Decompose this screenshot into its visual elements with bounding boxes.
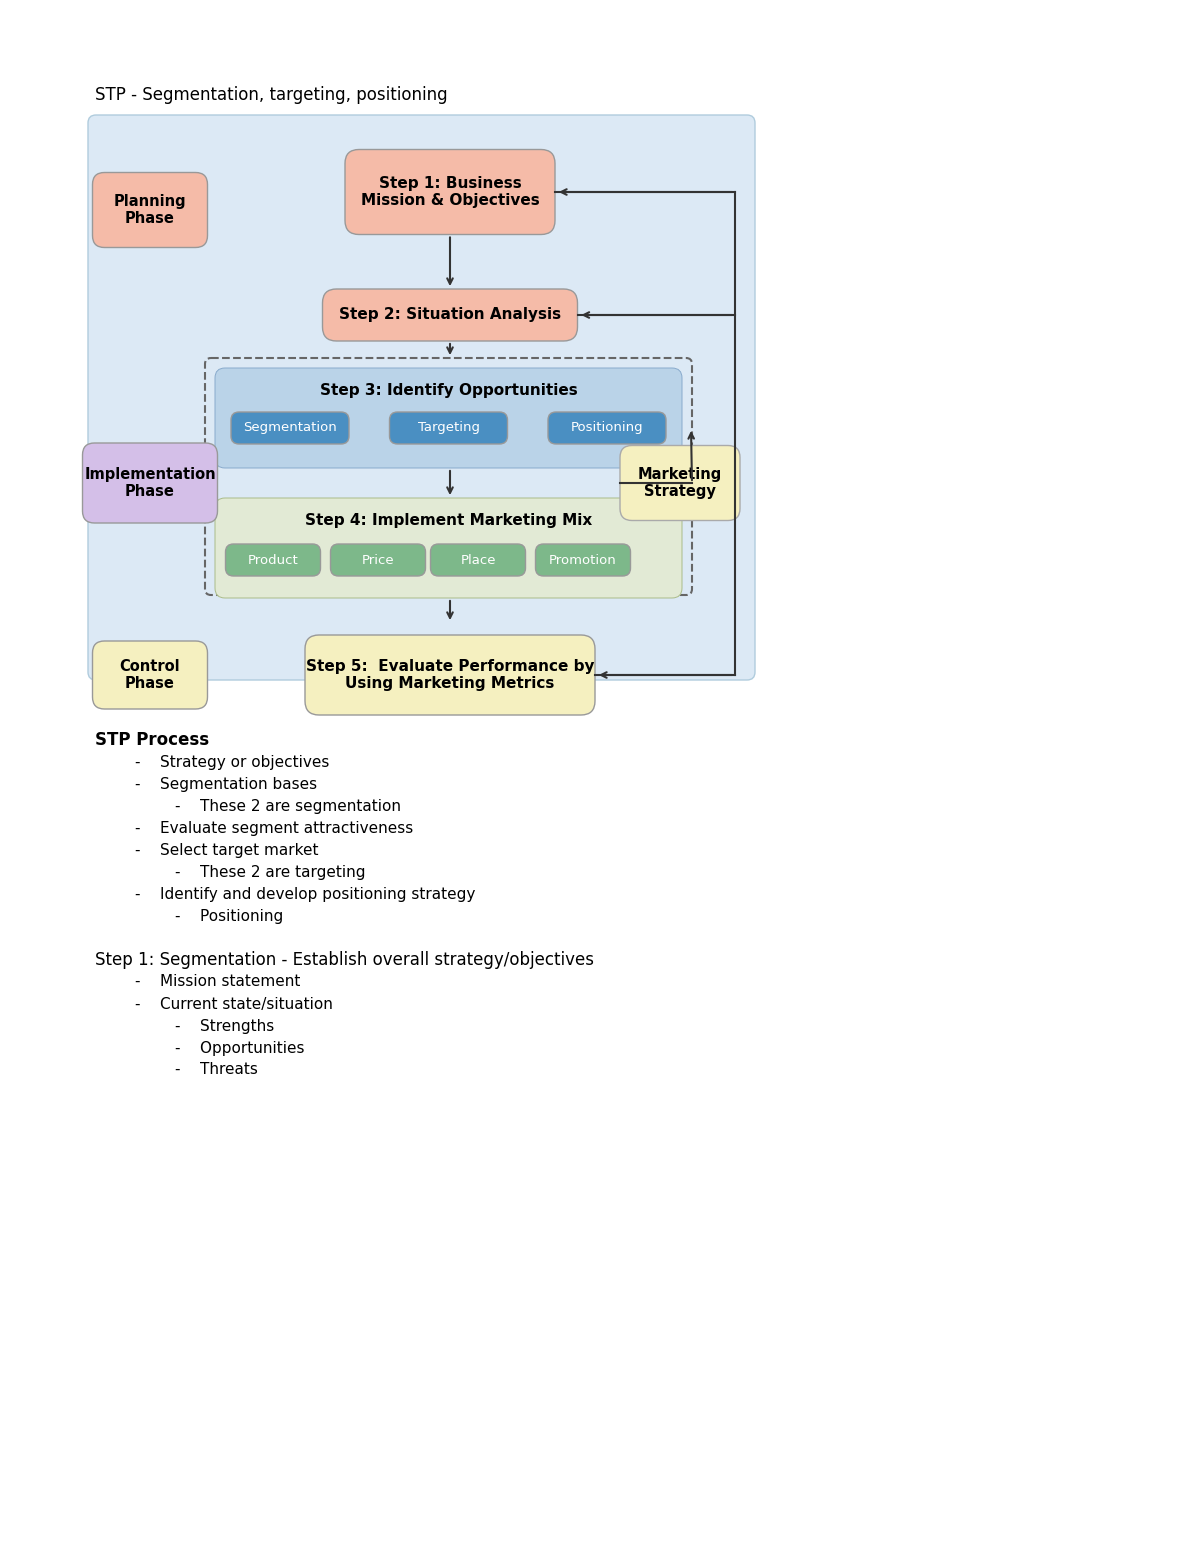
Text: -    Mission statement: - Mission statement xyxy=(134,974,300,989)
Text: Place: Place xyxy=(461,553,496,567)
FancyBboxPatch shape xyxy=(620,446,740,520)
FancyBboxPatch shape xyxy=(330,544,426,576)
Text: Step 4: Implement Marketing Mix: Step 4: Implement Marketing Mix xyxy=(305,512,592,528)
Text: -    Strengths: - Strengths xyxy=(175,1019,275,1033)
FancyBboxPatch shape xyxy=(431,544,526,576)
Text: Segmentation: Segmentation xyxy=(244,421,337,435)
FancyBboxPatch shape xyxy=(230,412,349,444)
FancyBboxPatch shape xyxy=(226,544,320,576)
FancyBboxPatch shape xyxy=(390,412,508,444)
Text: -    Segmentation bases: - Segmentation bases xyxy=(134,776,317,792)
Text: -    Current state/situation: - Current state/situation xyxy=(134,997,332,1011)
FancyBboxPatch shape xyxy=(548,412,666,444)
Text: -    These 2 are targeting: - These 2 are targeting xyxy=(175,865,366,879)
Text: Step 3: Identify Opportunities: Step 3: Identify Opportunities xyxy=(319,382,577,398)
FancyBboxPatch shape xyxy=(92,172,208,247)
Text: Step 1: Segmentation - Establish overall strategy/objectives: Step 1: Segmentation - Establish overall… xyxy=(95,950,594,969)
Text: Implementation
Phase: Implementation Phase xyxy=(84,467,216,499)
FancyBboxPatch shape xyxy=(535,544,630,576)
Text: Step 5:  Evaluate Performance by
Using Marketing Metrics: Step 5: Evaluate Performance by Using Ma… xyxy=(306,658,594,691)
Text: Product: Product xyxy=(247,553,299,567)
FancyBboxPatch shape xyxy=(305,635,595,714)
Text: -    Opportunities: - Opportunities xyxy=(175,1041,305,1056)
FancyBboxPatch shape xyxy=(215,368,682,467)
FancyBboxPatch shape xyxy=(346,149,554,235)
FancyBboxPatch shape xyxy=(83,443,217,523)
FancyBboxPatch shape xyxy=(88,115,755,680)
FancyBboxPatch shape xyxy=(215,499,682,598)
Text: Marketing
Strategy: Marketing Strategy xyxy=(638,467,722,499)
Text: Promotion: Promotion xyxy=(550,553,617,567)
Text: -    Evaluate segment attractiveness: - Evaluate segment attractiveness xyxy=(134,820,413,836)
Text: STP Process: STP Process xyxy=(95,731,209,749)
FancyBboxPatch shape xyxy=(92,641,208,710)
Text: -    These 2 are segmentation: - These 2 are segmentation xyxy=(175,798,401,814)
Text: Control
Phase: Control Phase xyxy=(120,658,180,691)
Text: Positioning: Positioning xyxy=(571,421,643,435)
Text: STP - Segmentation, targeting, positioning: STP - Segmentation, targeting, positioni… xyxy=(95,85,448,104)
Text: -    Threats: - Threats xyxy=(175,1062,258,1078)
Text: -    Positioning: - Positioning xyxy=(175,909,283,924)
Text: Price: Price xyxy=(361,553,395,567)
Text: Planning
Phase: Planning Phase xyxy=(114,194,186,227)
Text: Step 1: Business
Mission & Objectives: Step 1: Business Mission & Objectives xyxy=(361,175,539,208)
Text: -    Identify and develop positioning strategy: - Identify and develop positioning strat… xyxy=(134,887,475,901)
Text: Targeting: Targeting xyxy=(418,421,480,435)
FancyBboxPatch shape xyxy=(323,289,577,342)
Text: -    Strategy or objectives: - Strategy or objectives xyxy=(134,755,329,769)
Text: -    Select target market: - Select target market xyxy=(134,842,318,857)
Text: Step 2: Situation Analysis: Step 2: Situation Analysis xyxy=(338,307,562,323)
